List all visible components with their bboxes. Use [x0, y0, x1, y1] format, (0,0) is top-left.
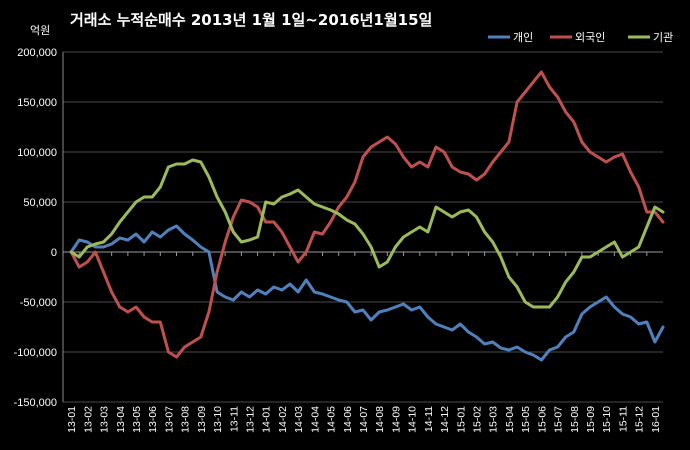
x-tick-label: 13-01 — [66, 406, 78, 433]
x-tick-label: 15-04 — [504, 406, 516, 433]
x-tick-label: 14-09 — [390, 406, 402, 433]
x-tick-label: 14-08 — [374, 406, 386, 433]
gridlines — [62, 51, 663, 403]
legend-label-1: 개인 — [513, 31, 533, 44]
y-tick-label: -150,000 — [14, 397, 57, 409]
x-tick-label: 14-03 — [293, 406, 305, 433]
x-tick-label: 13-06 — [147, 406, 159, 433]
series-lines — [69, 70, 665, 362]
y-tick-label: 200,000 — [17, 47, 57, 59]
legend-label-3: 기관 — [653, 31, 673, 44]
x-tick-label: 13-12 — [244, 406, 256, 433]
x-tick-label: 15-02 — [472, 406, 484, 433]
x-tick-label: 14-06 — [342, 406, 354, 433]
y-tick-label: 100,000 — [17, 147, 57, 159]
x-tick-label: 13-11 — [228, 406, 240, 432]
x-tick-label: 15-07 — [553, 406, 565, 433]
x-tick-label: 14-07 — [358, 406, 370, 433]
y-tick-label: 0 — [51, 247, 57, 259]
x-tick-label: 15-06 — [536, 406, 548, 433]
x-tick-label: 14-12 — [439, 406, 451, 433]
x-tick-label: 15-11 — [617, 406, 629, 432]
x-tick-label: 14-04 — [309, 406, 321, 433]
y-axis-tick-labels: -150,000 -100,000 -50,000 0 50,000 100,000 150… — [14, 47, 57, 409]
y-tick-label: -50,000 — [20, 297, 57, 309]
x-tick-label: 16-01 — [650, 406, 662, 433]
y-tick-label: 150,000 — [17, 97, 57, 109]
x-tick-label: 13-07 — [163, 406, 175, 433]
x-tick-label: 15-09 — [585, 406, 597, 433]
x-tick-label: 14-11 — [423, 406, 435, 432]
x-tick-label: 14-02 — [277, 406, 289, 433]
y-tick-label: 50,000 — [23, 197, 57, 209]
x-tick-label: 14-01 — [261, 406, 273, 433]
series-line-3 — [69, 158, 665, 309]
x-tick-label: 13-03 — [99, 406, 111, 433]
x-tick-label: 13-05 — [131, 406, 143, 433]
x-tick-label: 13-02 — [82, 406, 94, 433]
chart-title: 거래소 누적순매수 2013년 1월 1일~2016년1월15일 — [70, 11, 432, 29]
y-axis-unit-label: 억원 — [30, 24, 50, 37]
y-tick-label: -100,000 — [14, 347, 57, 359]
series-line-1 — [69, 224, 665, 362]
legend-label-2: 외국인 — [575, 31, 605, 44]
x-tick-label: 13-09 — [196, 406, 208, 433]
x-tick-label: 15-08 — [569, 406, 581, 433]
x-tick-label: 15-03 — [488, 406, 500, 433]
legend: 개인 외국인 기관 — [488, 31, 673, 44]
x-tick-label: 13-10 — [212, 406, 224, 433]
x-axis-tick-labels: 13-01 13-02 13-03 13-04 13-05 13-06 13-07 13-08… — [66, 406, 662, 433]
x-tick-label: 14-05 — [326, 406, 338, 433]
x-tick-label: 15-05 — [520, 406, 532, 433]
x-tick-label: 15-01 — [455, 406, 467, 433]
series-line-2 — [69, 70, 665, 359]
x-tick-label: 14-10 — [407, 406, 419, 433]
x-tick-label: 15-10 — [601, 406, 613, 433]
x-tick-label: 13-08 — [180, 406, 192, 433]
x-tick-label: 13-04 — [115, 406, 127, 433]
x-tick-label: 15-12 — [634, 406, 646, 433]
